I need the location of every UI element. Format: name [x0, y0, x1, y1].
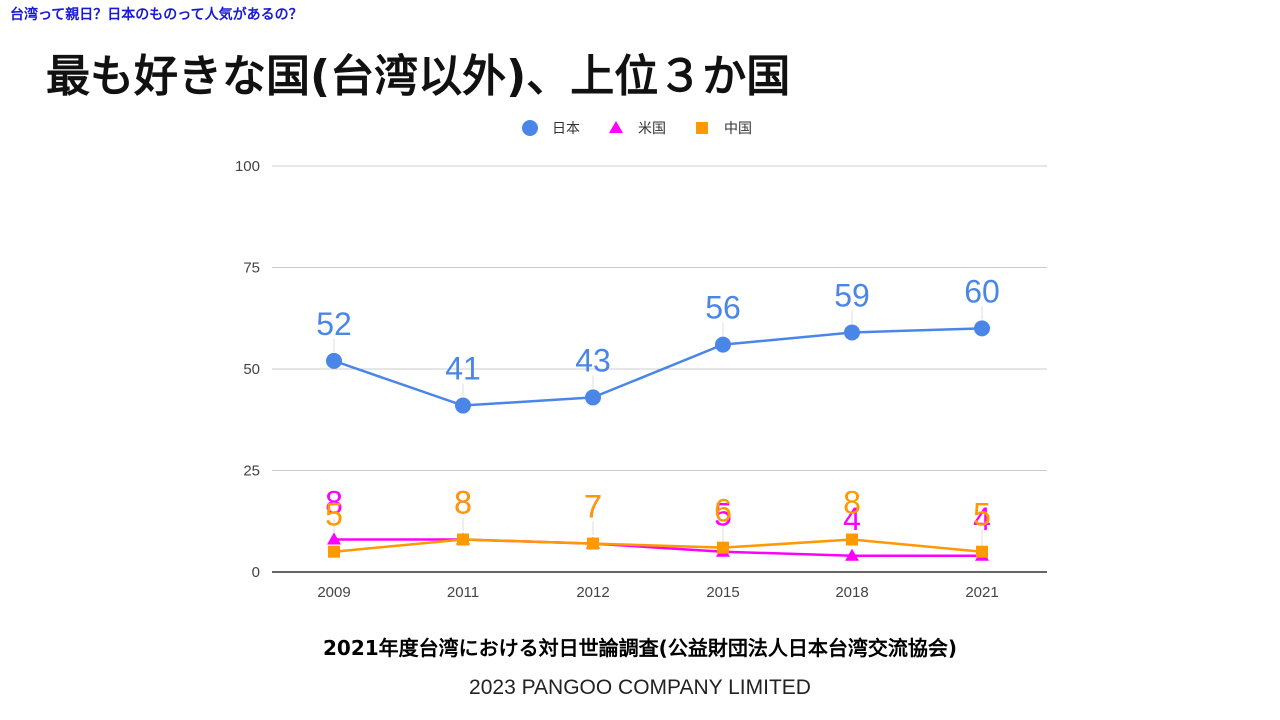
data-label: 8 [454, 485, 472, 521]
gridlines [272, 165, 1047, 573]
legend-marker-triangle [609, 121, 623, 133]
y-tick-label: 50 [243, 361, 260, 378]
x-tick-label: 2009 [317, 584, 350, 601]
series-markers [326, 320, 990, 561]
data-label: 56 [705, 290, 741, 326]
data-point [717, 541, 729, 554]
data-point [328, 545, 340, 558]
data-point [844, 324, 860, 341]
data-label-leaders [333, 306, 983, 547]
data-label: 7 [584, 489, 602, 525]
data-label: 6 [714, 493, 732, 529]
data-label: 60 [964, 273, 1000, 309]
data-label: 4 [973, 501, 991, 537]
data-point [455, 397, 471, 414]
x-axis-ticks: 2009 2011 2012 2015 2018 2021 [317, 584, 998, 601]
data-point [327, 532, 341, 545]
data-point [976, 545, 988, 558]
y-tick-label: 75 [243, 260, 260, 277]
x-tick-label: 2015 [706, 584, 739, 601]
data-point [845, 548, 859, 561]
x-tick-label: 2011 [447, 584, 479, 601]
legend-label: 米国 [638, 121, 666, 137]
data-label: 5 [325, 497, 343, 533]
x-tick-label: 2018 [835, 584, 868, 601]
series-lines [333, 327, 983, 558]
legend-label: 中国 [724, 121, 752, 137]
data-label: 43 [575, 342, 611, 378]
data-point [846, 533, 858, 546]
slide-title: 最も好きな国(台湾以外)、上位３か国 [46, 51, 791, 102]
y-tick-label: 25 [243, 463, 260, 480]
data-label: 8 [325, 485, 343, 521]
legend-marker-square [696, 122, 708, 134]
series-line-circle [333, 327, 983, 407]
x-tick-label: 2012 [576, 584, 609, 601]
data-label: 52 [316, 306, 352, 342]
data-label: 59 [834, 277, 870, 313]
data-label: 8 [843, 485, 861, 521]
x-tick-label: 2021 [965, 584, 998, 601]
data-point [974, 320, 990, 337]
series-line-triangle [334, 538, 982, 558]
y-axis-ticks: 0 25 50 75 100 [235, 158, 260, 581]
data-label: 5 [714, 497, 732, 533]
data-label: 8 [454, 485, 472, 521]
data-point [457, 533, 469, 546]
data-label: 7 [584, 489, 602, 525]
y-tick-label: 0 [252, 564, 260, 581]
data-label: 41 [445, 351, 481, 387]
legend-marker-circle [522, 120, 538, 136]
copyright-footer: 2023 PANGOO COMPANY LIMITED [469, 676, 811, 699]
legend-label: 日本 [552, 121, 580, 137]
y-tick-label: 100 [235, 158, 260, 175]
data-point [715, 336, 731, 353]
top-link[interactable]: 台湾って親日？日本のものって人気があるの？ [10, 7, 303, 23]
series-line-square [333, 538, 983, 553]
data-label: 4 [843, 501, 861, 537]
data-point [587, 537, 599, 550]
data-point [326, 352, 342, 369]
legend: 日本 米国 中国 [522, 120, 752, 137]
data-label: 5 [973, 497, 991, 533]
data-point [585, 389, 601, 406]
source-caption: 2021年度台湾における対日世論調査(公益財団法人日本台湾交流協会) [323, 636, 957, 660]
